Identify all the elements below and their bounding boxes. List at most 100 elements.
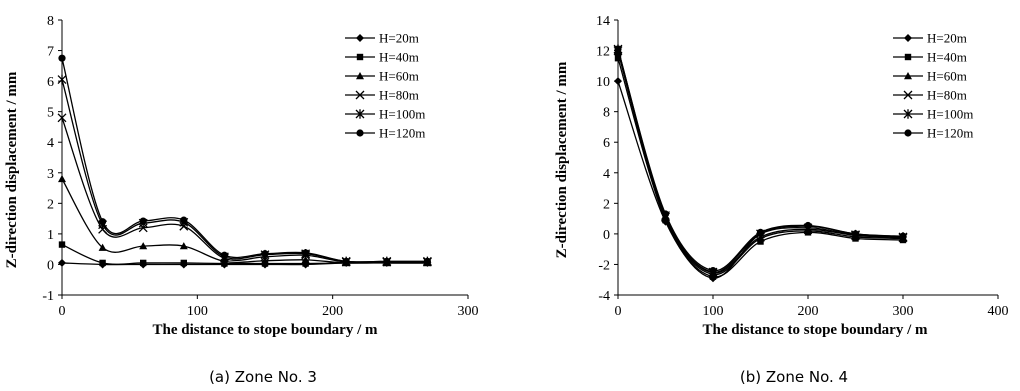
data-point [180,259,187,267]
data-point [58,241,66,248]
data-point [904,129,912,137]
y-tick-label: 8 [603,106,610,121]
data-point [356,129,364,137]
series-H=20m [614,77,907,283]
data-point [756,228,765,236]
series-H=120m [58,54,431,265]
series-H=40m [614,54,907,280]
data-point [851,230,860,238]
data-point [180,216,188,224]
y-tick-label: 3 [47,167,54,182]
data-point [301,255,310,264]
data-point [355,109,365,119]
panel-caption: (b) Zone No. 4 [740,368,848,386]
data-point [58,54,66,62]
legend-label: H=80m [379,88,419,103]
y-axis-title: Z-direction displacement / mm [4,71,20,268]
series-H=60m [58,174,432,267]
data-point [58,258,66,267]
data-point [57,74,67,85]
data-point [261,256,269,264]
y-tick-label: 6 [47,75,54,90]
legend-label: H=120m [379,126,425,141]
legend-label: H=80m [927,88,967,103]
y-tick-label: -4 [598,289,610,304]
data-point [139,242,148,250]
data-point [614,54,622,62]
data-point [342,257,350,265]
data-point [614,45,622,53]
data-point [356,53,364,61]
x-tick-label: 300 [893,304,914,319]
legend-label: H=20m [379,31,419,46]
data-point [804,221,812,230]
x-tick-label: 100 [703,304,724,319]
data-point [99,218,107,226]
legend-label: H=60m [927,69,967,84]
legend-label: H=40m [927,50,967,65]
plot-area: -1 0 1 2 3 4 5 6 7 8 0 100 200 300 H=20m H=40m H=60m H=80… [42,14,478,319]
series-line [61,79,428,263]
data-point [904,72,912,80]
x-tick-label: 100 [187,304,208,319]
data-point [355,90,365,100]
legend: H=20m H=40m H=60m H=80m H=100m H=120m [893,31,973,141]
x-tick-label: 0 [59,304,66,319]
legend-label: H=60m [379,69,419,84]
data-point [383,257,391,265]
y-tick-label: 0 [603,228,610,243]
x-tick-label: 200 [322,304,343,319]
data-point [140,259,147,267]
legend: H=20m H=40m H=60m H=80m H=100m H=120m [345,31,425,141]
data-point [302,249,310,257]
y-tick-label: 6 [603,136,610,151]
x-axis-title: The distance to stope boundary / m [152,322,378,338]
data-point [899,232,907,240]
data-point [709,266,717,275]
data-point [261,250,269,258]
data-point [904,53,912,61]
x-axis-title: The distance to stope boundary / m [702,322,928,338]
series-line [61,117,428,264]
panel-caption: (a) Zone No. 3 [209,368,317,386]
data-point [903,90,913,100]
data-point [58,174,66,183]
data-point [220,251,228,259]
x-tick-label: 300 [458,304,479,319]
y-tick-label: 10 [596,75,610,90]
series-H=80m [57,113,432,267]
x-tick-label: 200 [798,304,819,319]
legend-label: H=40m [379,50,419,65]
series-line [61,178,428,264]
y-tick-label: 2 [47,197,54,212]
legend-label: H=100m [379,107,425,122]
series-H=120m [614,45,907,275]
chart-zone-3: -1 0 1 2 3 4 5 6 7 8 0 100 200 300 H=20m H=40m H=60m H=80… [4,14,479,386]
x-tick-label: 400 [988,304,1009,319]
y-axis-title: Z-direction displacement / mm [554,61,570,258]
y-tick-label: 5 [47,106,54,121]
data-point [614,77,622,86]
series-line [617,80,904,279]
data-point [302,260,309,267]
x-tick-label: 0 [615,304,622,319]
y-tick-label: 2 [603,197,610,212]
y-tick-label: -1 [42,289,54,304]
data-point [904,34,912,42]
series-line [61,58,428,263]
legend-label: H=120m [927,126,973,141]
y-tick-label: 8 [47,14,54,29]
y-tick-label: 4 [47,136,54,151]
y-tick-label: 7 [47,45,54,60]
y-tick-label: 1 [47,228,54,243]
data-point [99,259,106,267]
data-point [98,243,107,251]
data-point [903,109,913,119]
data-point [57,113,67,123]
y-tick-label: 4 [603,167,610,182]
y-tick-label: -2 [598,258,610,273]
y-tick-label: 12 [596,45,610,60]
